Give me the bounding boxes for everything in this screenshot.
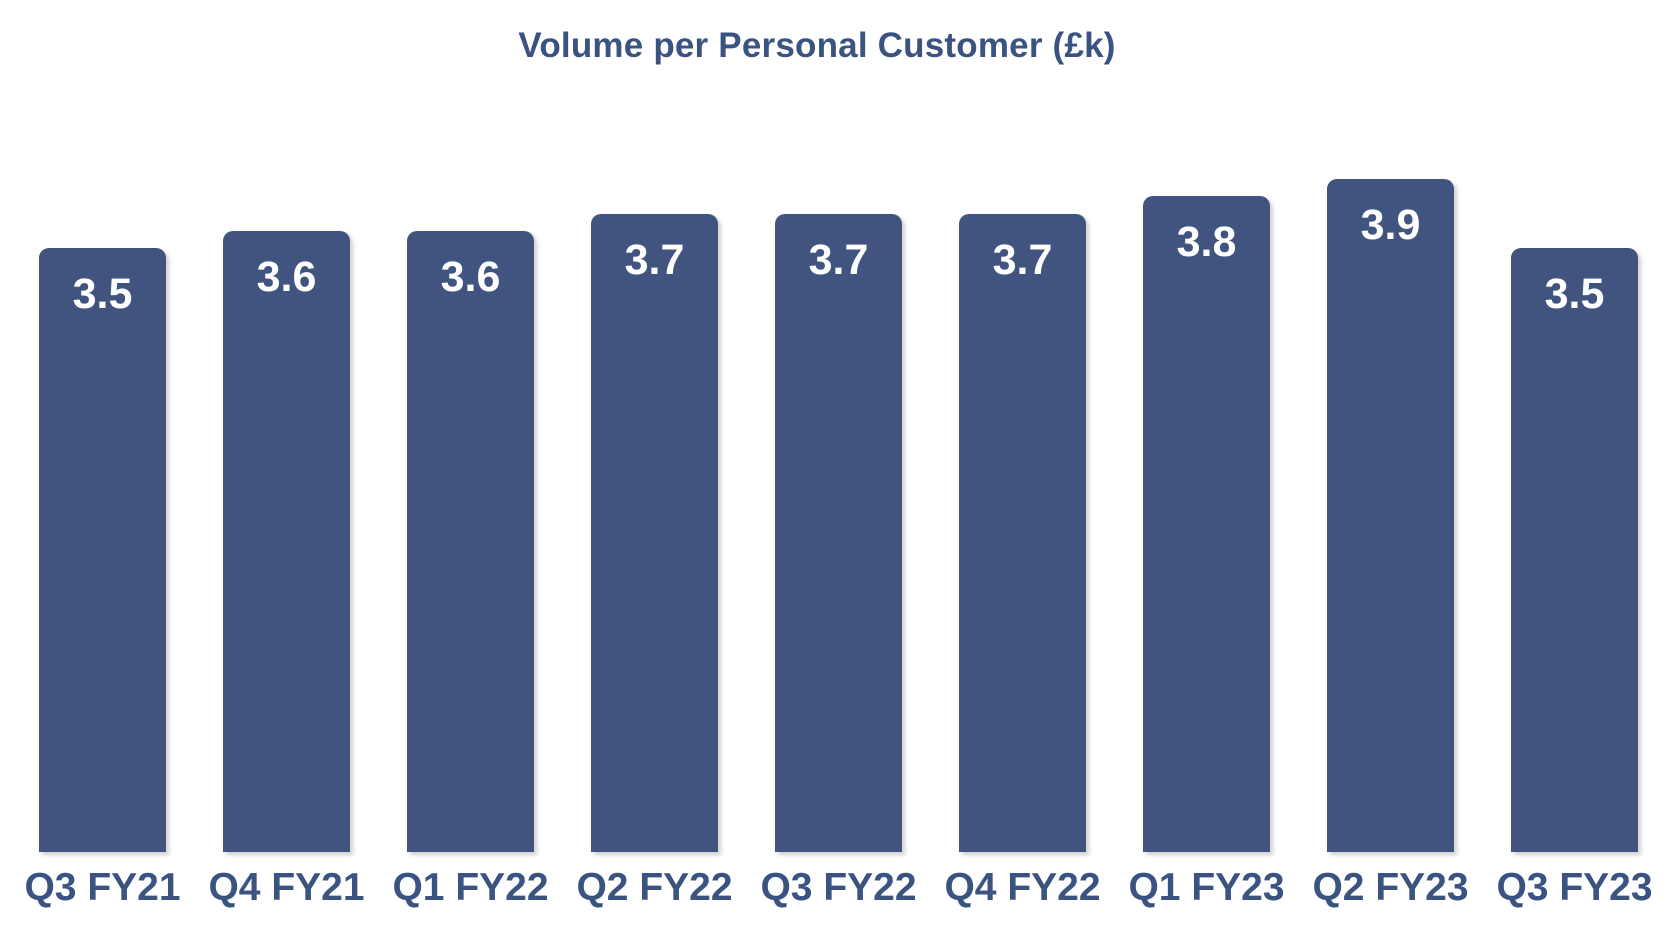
bar-value-label: 3.8 [1176,218,1237,266]
x-axis-label: Q2 FY23 [1312,866,1469,909]
x-axis-label: Q3 FY21 [24,866,181,909]
chart-title: Volume per Personal Customer (£k) [518,26,1116,65]
bar: 3.6 [223,231,350,852]
bar: 3.6 [407,231,534,852]
bar-value-label: 3.5 [72,270,133,318]
bar: 3.7 [775,214,902,852]
bar: 3.7 [959,214,1086,852]
bar: 3.5 [1511,248,1638,852]
bar-value-label: 3.9 [1360,201,1421,249]
bar-value-label: 3.7 [624,236,685,284]
bar: 3.5 [39,248,166,852]
bar: 3.9 [1327,179,1454,852]
bar-value-label: 3.7 [808,236,869,284]
x-axis-label: Q1 FY22 [392,866,549,909]
bar-value-label: 3.6 [256,253,317,301]
bar: 3.8 [1143,196,1270,852]
x-axis-label: Q3 FY23 [1496,866,1653,909]
x-axis-label: Q1 FY23 [1128,866,1285,909]
bar: 3.7 [591,214,718,852]
x-axis-label: Q3 FY22 [760,866,917,909]
bar-value-label: 3.5 [1544,270,1605,318]
x-axis-label: Q4 FY21 [208,866,365,909]
x-axis-label: Q4 FY22 [944,866,1101,909]
x-axis: Q3 FY21 Q4 FY21 Q1 FY22 Q2 FY22 Q3 FY22 Q4 FY… [24,866,1653,909]
plot-area: 3.5 3.6 3.6 3.7 3.7 3.7 3.8 3.9 3.5 [39,0,1638,852]
x-axis-label: Q2 FY22 [576,866,733,909]
bar-value-label: 3.7 [992,236,1053,284]
bar-value-label: 3.6 [440,253,501,301]
